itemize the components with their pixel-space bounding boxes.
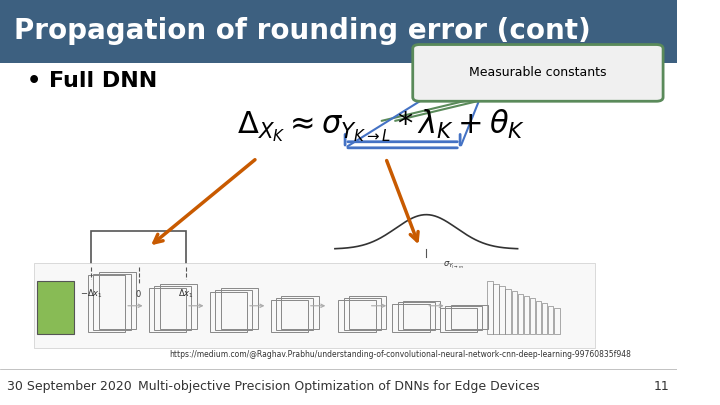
FancyBboxPatch shape bbox=[34, 263, 595, 348]
Text: $-\Delta x_1$: $-\Delta x_1$ bbox=[80, 288, 103, 300]
Text: $\sigma_{Y_{l\rightarrow m}}$: $\sigma_{Y_{l\rightarrow m}}$ bbox=[444, 259, 464, 271]
FancyBboxPatch shape bbox=[0, 0, 677, 63]
Text: 30 September 2020: 30 September 2020 bbox=[6, 380, 132, 393]
FancyBboxPatch shape bbox=[413, 45, 663, 101]
FancyBboxPatch shape bbox=[37, 281, 74, 334]
Text: $\Delta_{X_K} \approx \sigma_{Y_{K\rightarrow L}} * \lambda_K + \theta_K$: $\Delta_{X_K} \approx \sigma_{Y_{K\right… bbox=[237, 107, 525, 144]
Text: Multi-objective Precision Optimization of DNNs for Edge Devices: Multi-objective Precision Optimization o… bbox=[138, 380, 539, 393]
Text: 11: 11 bbox=[654, 380, 670, 393]
Text: Propagation of rounding error (cont): Propagation of rounding error (cont) bbox=[14, 17, 590, 45]
Text: $\Delta x_1$: $\Delta x_1$ bbox=[178, 288, 194, 300]
Text: $0$: $0$ bbox=[135, 288, 142, 298]
Text: https://medium.com/@Raghav.Prabhu/understanding-of-convolutional-neural-network-: https://medium.com/@Raghav.Prabhu/unders… bbox=[169, 350, 631, 359]
Text: • Full DNN: • Full DNN bbox=[27, 71, 157, 91]
Text: Measurable constants: Measurable constants bbox=[469, 66, 607, 79]
